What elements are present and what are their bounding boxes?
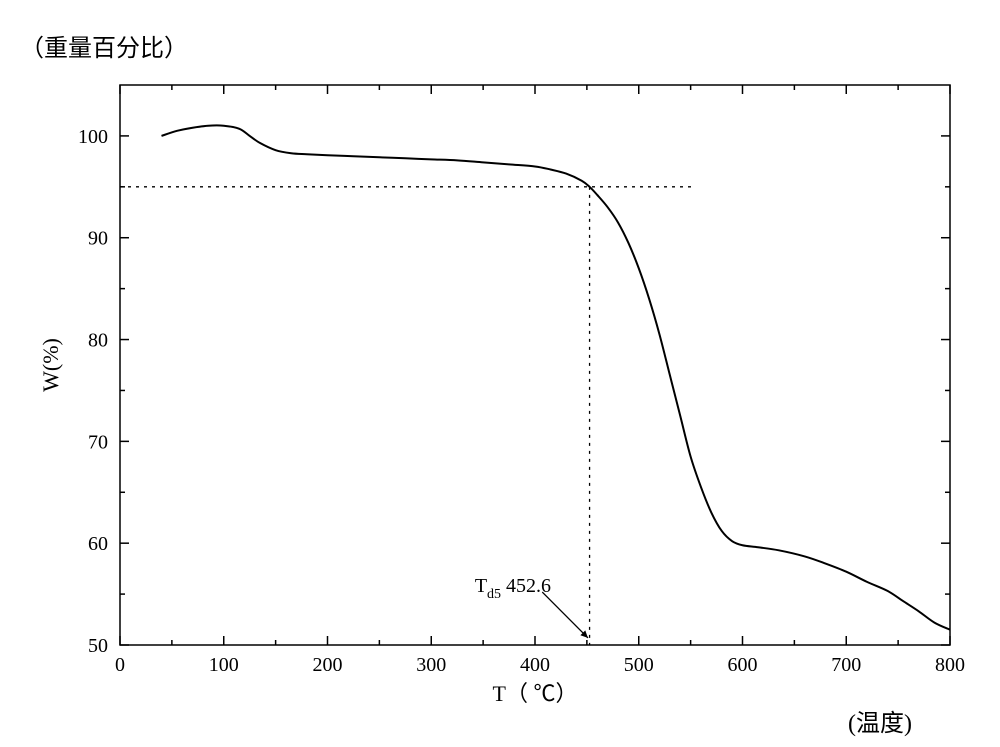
x-tick-label: 0 <box>115 654 125 676</box>
x-tick-label: 600 <box>728 654 758 676</box>
y-tick-label: 70 <box>88 431 108 453</box>
y-tick-label: 90 <box>88 228 108 250</box>
y-tick-label: 50 <box>88 635 108 657</box>
x-tick-label: 100 <box>209 654 239 676</box>
x-tick-label: 200 <box>313 654 343 676</box>
x-axis-label: T（ ℃） <box>493 681 578 706</box>
x-tick-label: 300 <box>416 654 446 676</box>
y-tick-label: 80 <box>88 330 108 352</box>
x-axis-secondary-label: (温度) <box>848 710 912 737</box>
chart-container: 0 100 200 300 400 500 600 700 800 50 60 70 80 90 100 T（… <box>0 0 1000 747</box>
y-tick-label: 100 <box>78 126 108 148</box>
x-tick-label: 700 <box>831 654 861 676</box>
y-axis-label: W(%) <box>38 338 63 392</box>
x-tick-label: 400 <box>520 654 550 676</box>
y-tick-label: 60 <box>88 533 108 555</box>
tga-chart: 0 100 200 300 400 500 600 700 800 50 60 70 80 90 100 T（… <box>0 0 1000 742</box>
x-tick-label: 800 <box>935 654 965 676</box>
x-tick-label: 500 <box>624 654 654 676</box>
